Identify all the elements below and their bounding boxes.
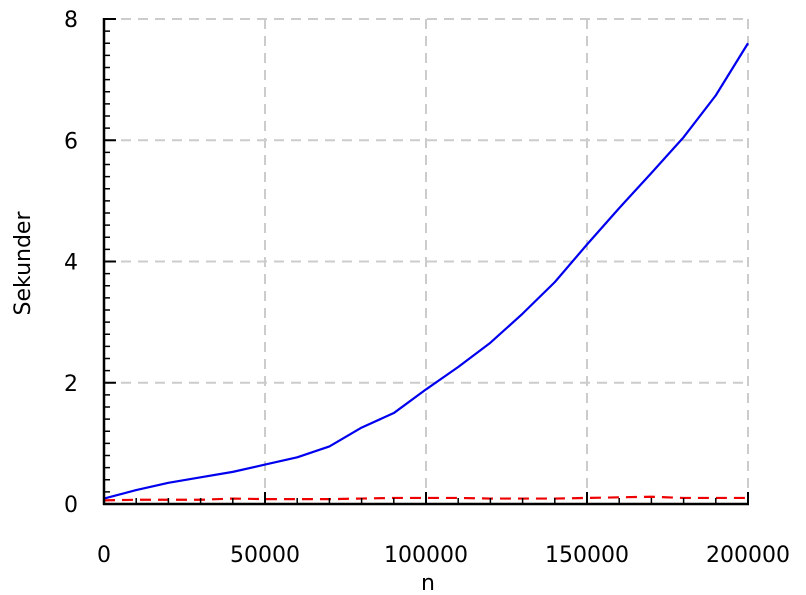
tick-labels: 0 50000 100000 150000 200000 0 2 4 6 8 <box>64 8 790 568</box>
y-axis-label: Sekunder <box>11 211 36 316</box>
y-tick-label: 0 <box>64 493 78 518</box>
x-axis-label: n <box>421 571 435 595</box>
y-tick-label: 8 <box>64 8 78 33</box>
x-tick-label: 50000 <box>230 543 300 568</box>
x-tick-label: 200000 <box>706 543 790 568</box>
y-tick-label: 6 <box>64 129 78 154</box>
x-tick-label: 0 <box>97 543 111 568</box>
y-tick-label: 4 <box>64 251 78 276</box>
grid <box>104 18 749 504</box>
x-tick-label: 150000 <box>545 543 629 568</box>
x-tick-label: 100000 <box>384 543 468 568</box>
axes <box>102 18 749 506</box>
y-tick-label: 2 <box>64 372 78 397</box>
series-group <box>103 42 749 502</box>
series-line-1 <box>103 42 749 500</box>
